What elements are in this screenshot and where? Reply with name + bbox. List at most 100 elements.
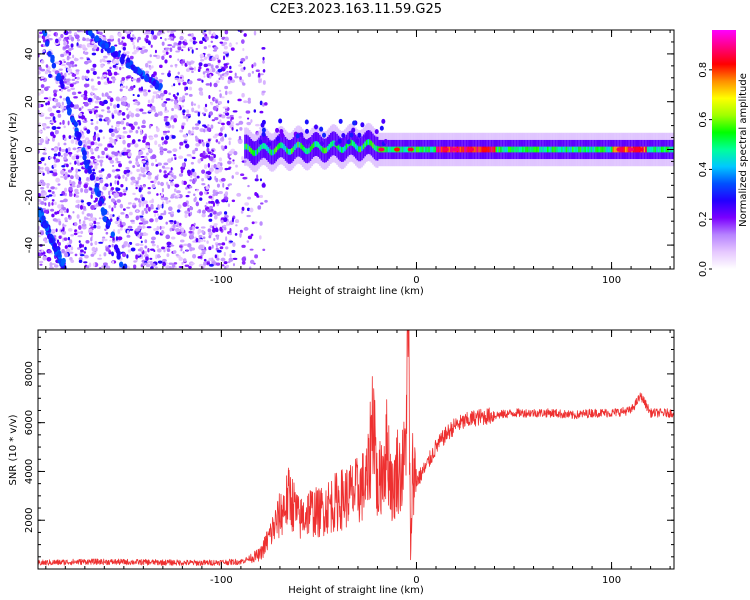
heatmap-cell [247,235,253,240]
heatmap-cell [88,262,92,268]
heatmap-cell [218,132,223,137]
heatmap-trace-cell [87,167,93,174]
heatmap-trace-cell [120,58,125,65]
heatmap-band-core [543,146,546,153]
heatmap-cell [43,97,49,100]
heatmap-cell [38,92,41,96]
heatmap-cell [224,51,229,54]
heatmap-band-core [570,146,572,153]
heatmap-band-core [426,146,429,153]
heatmap-cell [125,166,130,170]
heatmap-band-core [507,146,510,153]
heatmap-cell [192,240,197,243]
heatmap-cell [164,106,167,111]
heatmap-cell [259,100,263,106]
heatmap-cell [116,180,120,186]
heatmap-cell [193,103,197,106]
heatmap-cell [244,202,250,206]
heatmap-band-core [573,146,576,153]
heatmap-cell [194,110,199,114]
heatmap-cell [92,63,97,68]
heatmap-cell [77,162,81,166]
heatmap-cell [246,121,252,126]
heatmap-cell [109,34,114,40]
heatmap-cell [135,129,139,134]
heatmap-band-core [342,146,345,153]
heatmap-cell [109,214,113,219]
heatmap-cell [128,123,132,127]
heatmap-trace-cell [125,57,131,64]
heatmap-cell [43,86,49,92]
heatmap-cell [73,232,78,236]
heatmap-cell [106,106,110,110]
heatmap-cell [261,90,266,93]
heatmap-cell [201,229,205,234]
heatmap-cell [242,47,245,52]
heatmap-cell [215,243,218,248]
heatmap-cell [299,132,304,138]
heatmap-cell [40,60,45,64]
heatmap-cell [182,134,188,138]
heatmap-band-core [244,143,246,150]
heatmap-cell [108,119,111,123]
heatmap-trace-cell [102,216,108,223]
heatmap-cell [145,70,150,74]
heatmap-cell [171,263,176,268]
spectrogram-y-tick-label: 0 [24,146,35,152]
heatmap-cell [53,98,59,103]
heatmap-cell [185,86,189,91]
heatmap-cell [247,72,252,78]
heatmap-cell [140,264,144,268]
heatmap-band-core [437,146,440,153]
heatmap-cell [121,111,126,116]
heatmap-band-core [536,146,538,153]
heatmap-cell [208,257,212,262]
heatmap-cell [182,81,187,86]
heatmap-cell [205,202,208,205]
heatmap-band-core [415,146,418,153]
heatmap-cell [232,242,236,247]
heatmap-cell [214,169,220,175]
heatmap-cell [113,109,118,114]
heatmap-cell [209,224,213,229]
heatmap-cell [68,239,73,244]
heatmap-cell [167,158,172,163]
heatmap-trace-cell [50,54,55,61]
colorbar-ticks: 0.00.20.40.60.8 [698,62,712,277]
heatmap-band-core [414,146,416,153]
heatmap-cell [67,72,71,76]
heatmap-cell [122,96,128,101]
heatmap-band-core [356,145,359,152]
heatmap-cell [249,266,252,269]
heatmap-cell [145,92,148,95]
heatmap-cell [211,244,214,249]
heatmap-cell [209,82,212,87]
heatmap-cell [171,135,176,139]
heatmap-cell [123,192,127,196]
heatmap-band-core [554,146,557,153]
heatmap-cell [130,171,133,175]
heatmap-cell [86,69,90,74]
spectrogram-y-tick-label: -40 [24,237,35,253]
heatmap-cell [150,266,154,269]
heatmap-cell [122,139,126,145]
heatmap-cell [188,265,192,269]
heatmap-cell [334,141,339,147]
heatmap-cell [210,40,214,44]
heatmap-cell [87,97,93,103]
heatmap-cell [115,123,120,128]
heatmap-cell [64,187,68,193]
heatmap-cell [129,228,134,231]
heatmap-cell [97,155,100,159]
heatmap-cell [251,221,255,225]
heatmap-cell [203,63,208,68]
heatmap-cell [99,100,103,106]
heatmap-cell [53,264,59,268]
heatmap-cell [195,226,199,229]
heatmap-cell [238,135,242,140]
heatmap-cell [188,230,193,234]
heatmap-cell [81,244,84,248]
heatmap-cell [179,129,184,133]
heatmap-cell [280,132,285,138]
